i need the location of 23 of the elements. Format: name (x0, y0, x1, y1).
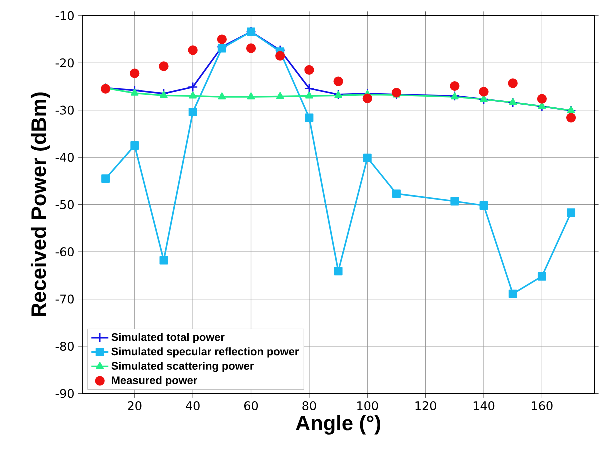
x-tick-label: 80 (302, 401, 316, 410)
x-axis-title: Angle (°) (296, 415, 381, 435)
y-tick-label: -30 (56, 106, 74, 115)
y-tick-label: -40 (56, 152, 74, 162)
legend-label: Simulated specular reflection power (112, 347, 299, 358)
y-tick-label: -80 (56, 342, 74, 351)
legend-label: Measured power (112, 376, 198, 386)
y-tick-label: -20 (56, 58, 74, 68)
x-tick-label: 140 (474, 401, 495, 410)
x-tick-label: 20 (128, 401, 142, 410)
y-tick-label: -90 (56, 389, 74, 398)
y-tick-label: -10 (56, 11, 74, 20)
y-axis-title: Received Power (dBm) (30, 92, 50, 316)
y-tick-label: -70 (56, 294, 74, 304)
legend-label: Simulated total power (112, 333, 225, 344)
x-tick-label: 100 (358, 401, 378, 410)
x-tick-label: 40 (186, 401, 200, 410)
y-tick-label: -50 (56, 200, 74, 210)
x-tick-label: 160 (532, 401, 553, 410)
x-tick-label: 60 (244, 401, 258, 410)
legend-label: Simulated scattering power (112, 362, 254, 372)
y-tick-label: -60 (56, 247, 74, 256)
x-tick-label: 120 (416, 401, 436, 410)
